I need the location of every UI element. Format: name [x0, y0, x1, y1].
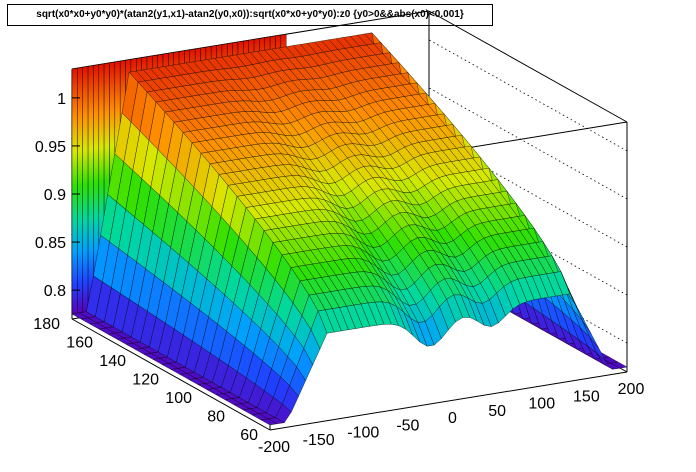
x-axis-ticks: -200 -150 -100 -50 0 50 100 150 200	[258, 381, 644, 456]
x-tick-label: -100	[347, 425, 379, 442]
frame-edge	[428, 10, 628, 123]
z-tick-label: 0.95	[35, 139, 66, 156]
z-tick-label: 0.8	[44, 283, 66, 300]
back-wall-strip	[71, 67, 78, 315]
z-axis-ticks: 0.8 0.85 0.9 0.95 1	[35, 91, 80, 300]
y-tick-label: 180	[33, 316, 60, 333]
y-tick-label: 100	[165, 390, 192, 407]
z-tick-label: 0.9	[44, 187, 66, 204]
y-tick-label: 60	[240, 427, 258, 444]
y-axis-ticks: 60 80 100 120 140 160 180	[33, 316, 258, 444]
grid-line	[428, 39, 628, 152]
y-tick-label: 140	[99, 353, 126, 370]
frame-edge	[71, 318, 271, 431]
frame-edge	[269, 371, 628, 431]
x-tick-label: -200	[258, 439, 290, 456]
x-tick-label: 200	[618, 381, 645, 398]
x-tick-label: 150	[573, 388, 600, 405]
x-tick-label: -150	[303, 432, 335, 449]
x-tick-label: 100	[528, 396, 555, 413]
x-tick-label: 50	[488, 403, 506, 420]
y-tick-label: 160	[66, 335, 93, 352]
z-tick-label: 1	[57, 91, 66, 108]
x-tick-label: -50	[396, 417, 419, 434]
grid-line	[428, 87, 628, 200]
surface-mesh	[71, 32, 628, 426]
x-tick-label: 0	[448, 410, 457, 427]
y-tick-label: 80	[207, 409, 225, 426]
surface-cell	[610, 361, 628, 369]
y-tick-label: 120	[132, 372, 159, 389]
back-wall-strip	[82, 66, 89, 313]
z-tick-label: 0.85	[35, 235, 66, 252]
back-wall-strip	[77, 67, 83, 314]
back-wall-strip	[87, 65, 94, 312]
